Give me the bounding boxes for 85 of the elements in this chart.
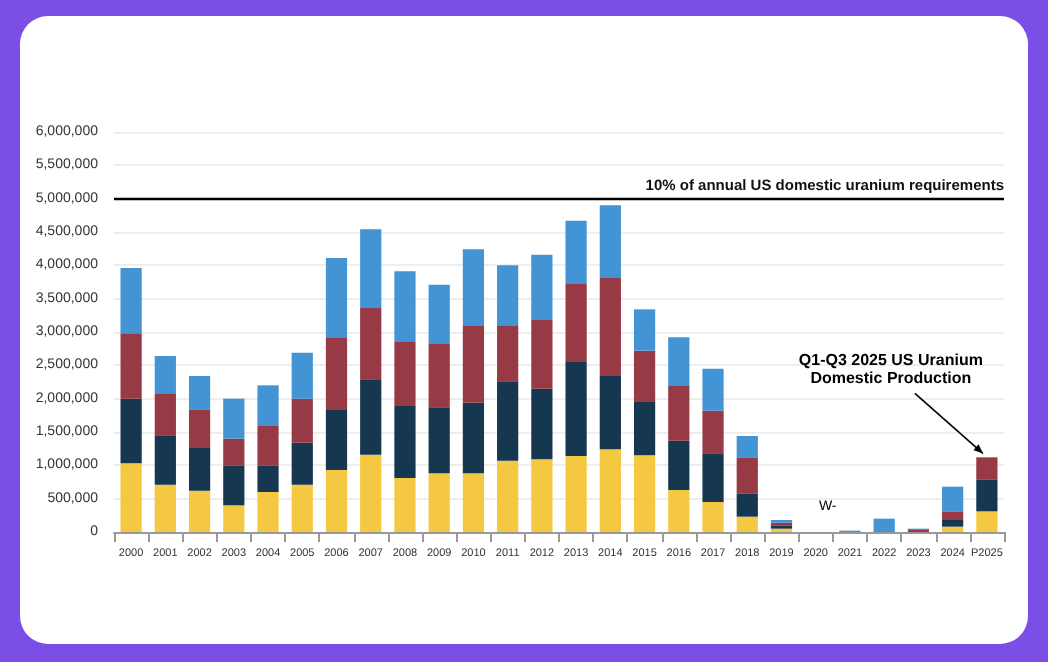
bar <box>394 341 416 406</box>
bar <box>188 409 211 448</box>
bar <box>565 284 587 362</box>
bar <box>360 229 382 308</box>
bar <box>291 484 313 532</box>
bar <box>942 486 964 512</box>
bar <box>736 516 758 532</box>
bar <box>120 333 142 399</box>
bar <box>497 381 519 461</box>
bar <box>394 271 416 342</box>
bar <box>188 490 211 532</box>
bar <box>154 435 176 485</box>
bar <box>668 337 690 386</box>
bar <box>599 278 621 376</box>
bar <box>497 265 519 326</box>
bar <box>428 473 450 532</box>
bar <box>668 385 690 441</box>
bar <box>565 220 587 284</box>
bar <box>976 479 998 512</box>
bar <box>394 406 416 478</box>
bar <box>291 352 313 399</box>
bar <box>257 426 279 466</box>
bar <box>702 453 724 502</box>
bar <box>599 449 621 532</box>
bar <box>976 457 998 480</box>
annotation: Q1-Q3 2025 US Uranium Domestic Production <box>798 351 983 388</box>
bar <box>360 379 382 455</box>
bar <box>325 337 348 410</box>
bar <box>531 254 553 320</box>
bar <box>633 350 656 402</box>
bar <box>702 410 724 454</box>
bar <box>325 470 348 532</box>
bar <box>223 505 245 532</box>
bar <box>257 492 279 532</box>
bar <box>154 484 176 532</box>
bar <box>497 325 519 382</box>
bar <box>633 455 656 532</box>
bar <box>736 493 758 517</box>
bar <box>976 511 998 532</box>
bar <box>942 511 964 520</box>
bar <box>702 368 724 411</box>
bar <box>873 518 895 532</box>
bar <box>668 490 690 532</box>
bar <box>702 502 724 532</box>
bar <box>154 393 176 436</box>
bar <box>188 448 211 491</box>
bar <box>325 258 348 338</box>
bar <box>360 308 382 380</box>
bar <box>428 407 450 474</box>
bar <box>599 205 621 278</box>
bar <box>462 402 485 474</box>
bar <box>188 376 211 410</box>
bar <box>291 442 313 485</box>
bar <box>633 402 656 456</box>
bar <box>120 463 142 532</box>
bar <box>223 465 245 506</box>
bar <box>462 249 485 326</box>
bar <box>531 459 553 532</box>
bar <box>668 440 690 490</box>
bar <box>325 410 348 470</box>
bar <box>565 362 587 456</box>
bar <box>531 388 553 460</box>
bar <box>565 456 587 532</box>
bar <box>428 284 450 344</box>
bar <box>736 457 758 494</box>
bar <box>394 478 416 532</box>
bar <box>223 438 245 466</box>
bar <box>531 319 553 389</box>
bar <box>736 436 758 458</box>
bar <box>120 268 142 334</box>
bar <box>599 376 621 450</box>
bar <box>291 398 313 443</box>
bar <box>360 454 382 532</box>
bar <box>942 520 964 527</box>
bar <box>154 356 176 394</box>
bar <box>942 526 964 532</box>
bar <box>633 309 656 351</box>
bar <box>257 465 279 492</box>
bar <box>497 460 519 532</box>
bar <box>223 398 245 439</box>
bar <box>462 473 485 532</box>
bar <box>257 385 279 426</box>
bar <box>462 326 485 403</box>
bar <box>120 398 142 464</box>
bar <box>428 343 450 408</box>
